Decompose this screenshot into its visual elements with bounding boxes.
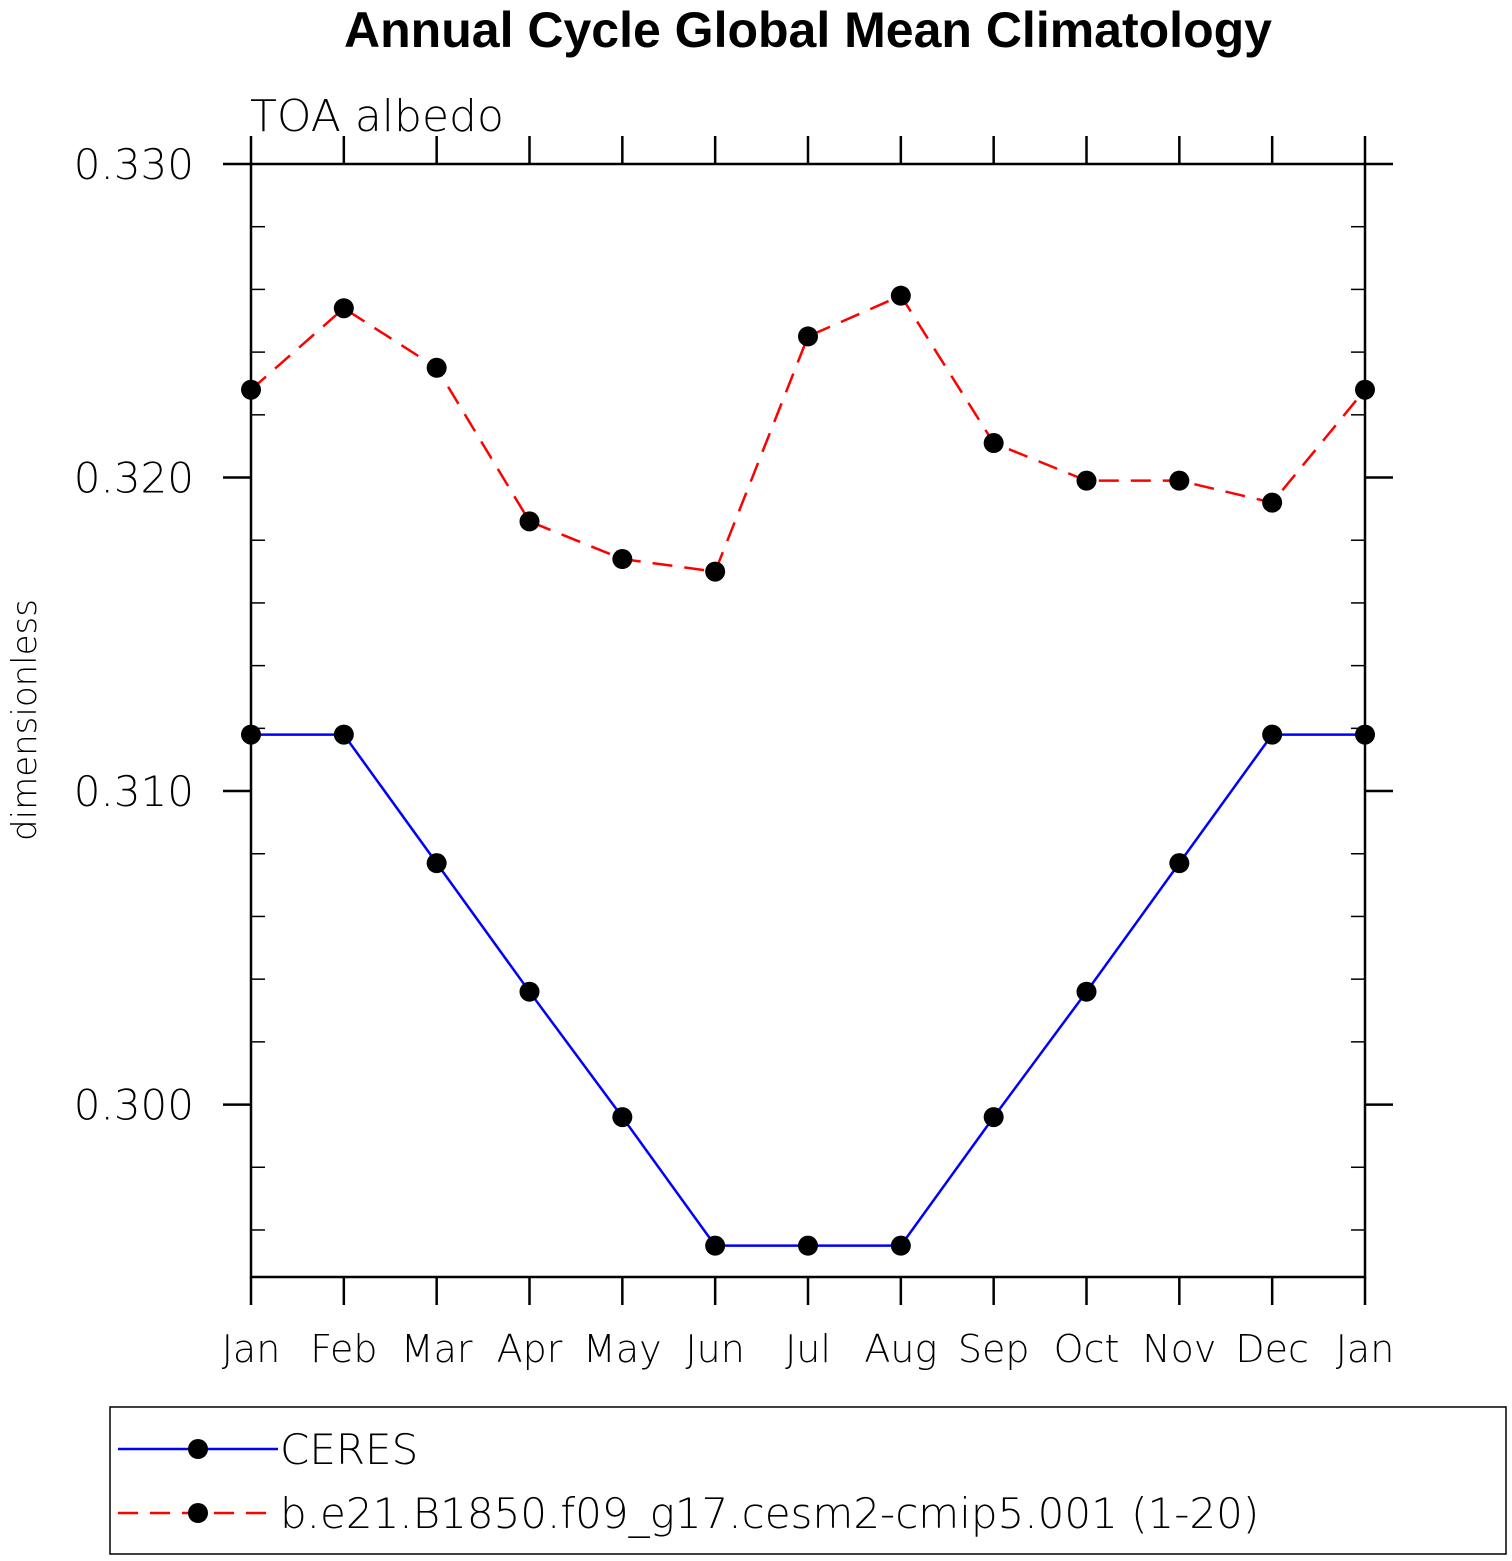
y-tick-label: 0.310 <box>74 767 194 816</box>
data-point <box>705 1235 726 1256</box>
data-point <box>1355 379 1375 400</box>
series-1 <box>241 724 1375 1256</box>
data-point <box>890 285 911 306</box>
legend-entry: b.e21.B1850.f09_g17.cesm2-cmip5.001 (1-2… <box>118 1489 1259 1538</box>
data-point <box>612 549 633 570</box>
series-2 <box>241 285 1375 582</box>
x-tick-label: Dec <box>1235 1327 1309 1371</box>
data-point <box>1169 853 1190 874</box>
chart-subtitle: TOA albedo <box>250 91 504 142</box>
x-tick-label: Aug <box>864 1327 937 1371</box>
x-tick-label: May <box>583 1327 662 1371</box>
x-tick-label: Apr <box>497 1327 563 1371</box>
data-point <box>798 1235 818 1256</box>
x-tick-label: Oct <box>1054 1327 1120 1371</box>
legend: CERES b.e21.B1850.f09_g17.cesm2-cmip5.001… <box>109 1406 1507 1555</box>
x-tick-label: Nov <box>1142 1327 1216 1371</box>
legend-box <box>109 1406 1507 1555</box>
data-point <box>890 1235 911 1256</box>
data-point <box>333 724 354 745</box>
data-point <box>333 298 354 319</box>
data-point <box>1262 724 1283 745</box>
legend-label: CERES <box>280 1425 418 1474</box>
legend-label: b.e21.B1850.f09_g17.cesm2-cmip5.001 (1-2… <box>280 1489 1259 1538</box>
series-line <box>251 733 1365 1247</box>
x-tick-label: Jun <box>685 1327 744 1371</box>
data-point <box>1262 492 1283 513</box>
x-tick-label: Jan <box>1336 1327 1395 1371</box>
data-point <box>1355 724 1375 745</box>
data-point <box>798 326 818 347</box>
data-point <box>612 1107 633 1128</box>
y-axis-label: dimensionless <box>5 599 45 841</box>
data-point <box>1169 470 1190 491</box>
y-tick-label: 0.320 <box>74 454 194 503</box>
x-tick-label: Jul <box>785 1327 831 1371</box>
data-point <box>241 724 261 745</box>
chart-title: Annual Cycle Global Mean Climatology <box>344 2 1272 58</box>
legend-marker <box>188 1439 208 1459</box>
data-point <box>1076 981 1097 1002</box>
y-tick-label: 0.330 <box>74 140 194 189</box>
data-point <box>241 379 261 400</box>
x-tick-label: Sep <box>958 1327 1030 1371</box>
data-point <box>1076 470 1097 491</box>
data-point <box>519 511 540 532</box>
legend-marker <box>188 1503 208 1523</box>
data-point <box>705 561 726 582</box>
x-tick-label: Feb <box>310 1327 377 1371</box>
x-tick-label: Mar <box>401 1327 473 1371</box>
legend-entry: CERES <box>118 1425 418 1474</box>
plot-axes: 0.300 0.310 0.320 0.330 Jan Feb Mar Apr May Jun Ju… <box>74 136 1395 1371</box>
series-layer <box>241 285 1375 1256</box>
data-point <box>519 981 540 1002</box>
data-point <box>983 433 1004 454</box>
data-point <box>426 357 447 378</box>
data-point <box>426 853 447 874</box>
x-tick-label: Jan <box>222 1327 281 1371</box>
y-tick-label: 0.300 <box>74 1081 194 1130</box>
data-point <box>983 1107 1004 1128</box>
